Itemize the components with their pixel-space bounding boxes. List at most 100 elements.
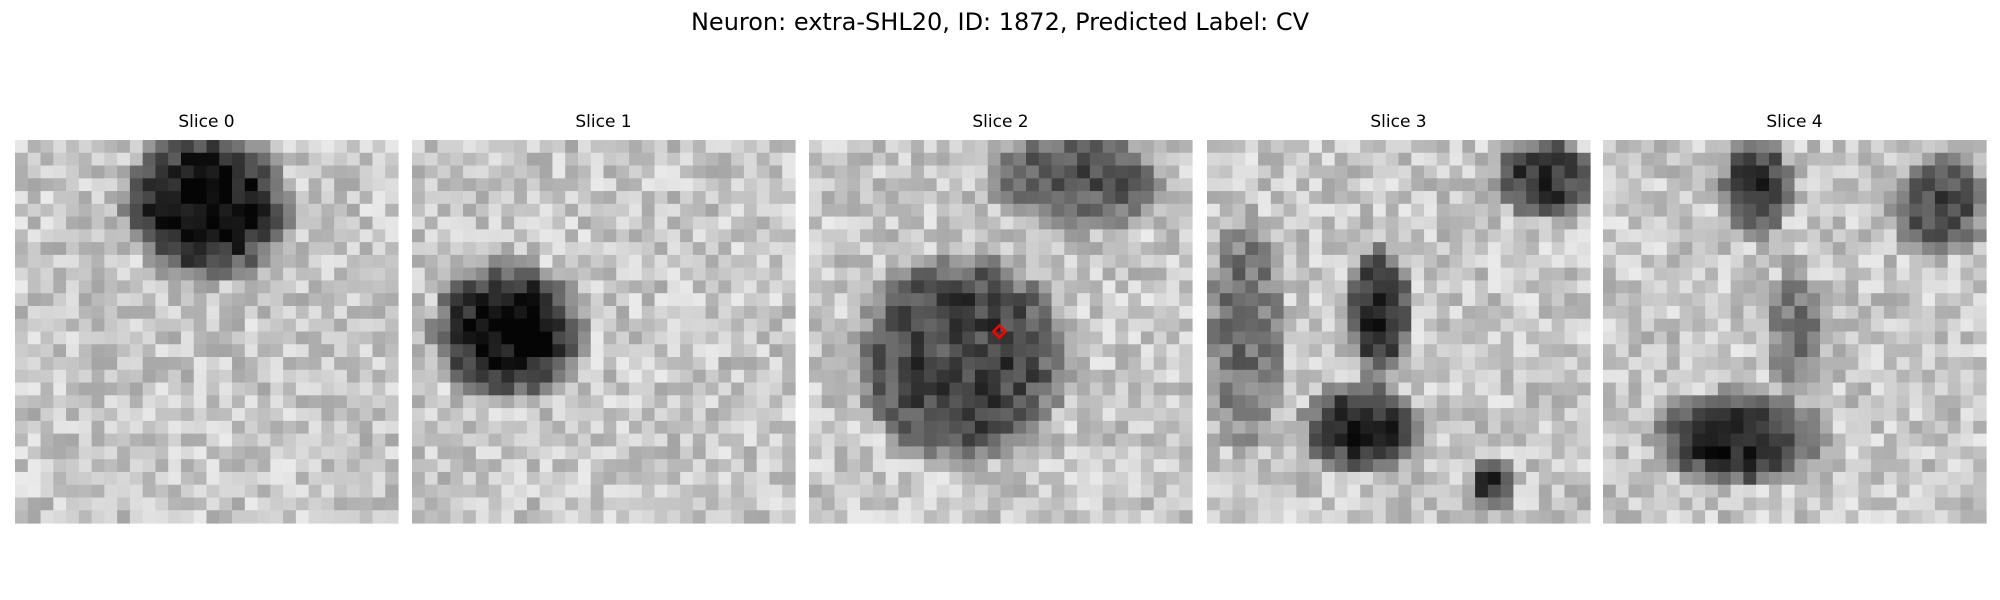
- pixel: [359, 510, 374, 524]
- pixel: [385, 254, 399, 269]
- pixel: [334, 446, 348, 460]
- pixel: [372, 433, 386, 447]
- pixel: [603, 254, 617, 269]
- pixel: [692, 369, 707, 384]
- pixel: [616, 318, 630, 333]
- pixel: [1038, 318, 1053, 333]
- pixel: [129, 484, 144, 499]
- pixel: [974, 318, 989, 333]
- pixel: [1538, 305, 1553, 320]
- pixel: [283, 331, 297, 345]
- pixel: [91, 229, 105, 243]
- pixel: [155, 178, 169, 192]
- pixel: [104, 191, 118, 205]
- pixel: [1436, 229, 1451, 243]
- pixel: [1641, 293, 1655, 307]
- pixel: [1883, 331, 1898, 345]
- pixel: [654, 305, 668, 320]
- pixel: [1462, 293, 1476, 307]
- pixel: [1513, 280, 1527, 294]
- pixel: [616, 471, 630, 486]
- pixel: [834, 484, 848, 499]
- pixel: [1973, 293, 1987, 307]
- pixel: [847, 216, 861, 230]
- pixel: [756, 293, 771, 307]
- pixel: [1115, 497, 1129, 511]
- pixel: [1449, 165, 1463, 179]
- pixel: [1283, 178, 1297, 192]
- pixel: [1347, 318, 1361, 333]
- pixel: [809, 318, 823, 333]
- pixel: [1603, 293, 1617, 307]
- pixel: [552, 395, 566, 409]
- pixel: [1296, 357, 1310, 371]
- pixel: [911, 305, 925, 320]
- pixel: [1309, 344, 1323, 358]
- pixel: [232, 280, 246, 294]
- pixel: [91, 395, 105, 409]
- pixel: [667, 344, 681, 358]
- pixel: [1372, 229, 1387, 243]
- pixel: [756, 242, 771, 256]
- pixel: [718, 203, 732, 218]
- pixel: [1334, 165, 1349, 179]
- pixel: [809, 357, 823, 371]
- pixel: [1270, 395, 1285, 409]
- pixel: [424, 408, 439, 422]
- pixel: [1973, 152, 1987, 167]
- pixel: [180, 242, 195, 256]
- pixel: [1475, 216, 1489, 230]
- pixel: [577, 471, 592, 486]
- pixel: [206, 344, 220, 358]
- pixel: [1013, 242, 1027, 256]
- pixel: [91, 357, 105, 371]
- pixel: [78, 484, 93, 499]
- pixel: [1781, 459, 1796, 473]
- pixel: [1858, 254, 1872, 269]
- pixel: [514, 484, 528, 499]
- pixel: [949, 191, 963, 205]
- pixel: [1153, 433, 1168, 447]
- pixel: [1947, 267, 1962, 282]
- pixel: [1756, 497, 1770, 511]
- pixel: [1245, 318, 1259, 333]
- pixel: [1372, 280, 1387, 294]
- pixel: [1909, 369, 1923, 384]
- pixel: [1845, 510, 1859, 524]
- pixel: [168, 459, 182, 473]
- pixel: [1372, 267, 1387, 282]
- pixel: [911, 497, 925, 511]
- pixel: [654, 267, 668, 282]
- pixel: [1756, 254, 1770, 269]
- pixel: [1385, 152, 1400, 167]
- pixel: [860, 420, 874, 435]
- pixel: [1615, 165, 1630, 179]
- pixel: [911, 408, 925, 422]
- pixel: [1883, 484, 1898, 499]
- pixel: [1628, 471, 1642, 486]
- pixel: [1768, 484, 1783, 499]
- pixel: [1832, 280, 1847, 294]
- pixel: [142, 420, 157, 435]
- pixel: [104, 471, 118, 486]
- pixel: [359, 280, 374, 294]
- pixel: [1513, 459, 1527, 473]
- pixel: [1140, 497, 1155, 511]
- pixel: [1871, 497, 1885, 511]
- pixel: [1026, 331, 1040, 345]
- pixel: [1922, 420, 1936, 435]
- pixel: [1603, 165, 1617, 179]
- pixel: [412, 293, 426, 307]
- pixel: [692, 305, 707, 320]
- pixel: [552, 242, 566, 256]
- pixel: [987, 344, 1002, 358]
- pixel: [1794, 395, 1808, 409]
- pixel: [641, 395, 656, 409]
- pixel: [1309, 382, 1323, 396]
- pixel: [898, 446, 912, 460]
- pixel: [629, 408, 643, 422]
- pixel: [1794, 152, 1808, 167]
- pixel: [232, 408, 246, 422]
- pixel: [872, 318, 887, 333]
- pixel: [860, 280, 874, 294]
